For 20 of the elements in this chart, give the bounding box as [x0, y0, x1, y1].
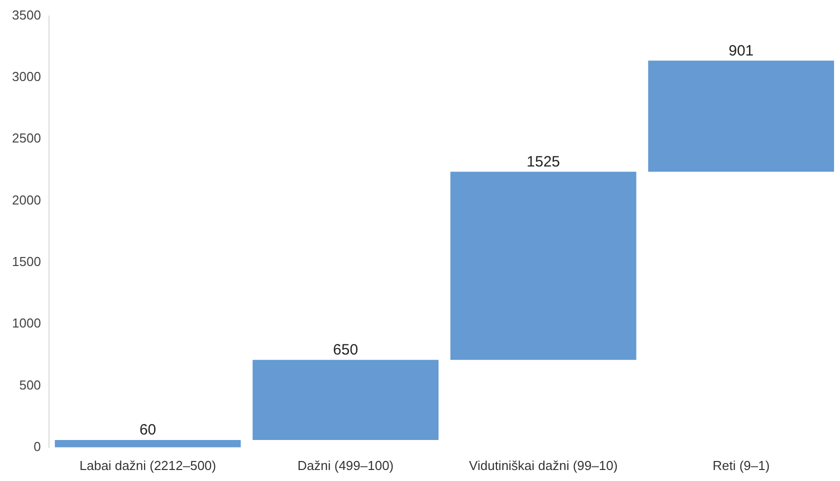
x-tick-label: Reti (9–1) — [712, 458, 770, 473]
y-tick-label: 2500 — [12, 130, 41, 146]
x-tick-label: Labai dažni (2212–500) — [80, 458, 216, 473]
y-tick-label: 1500 — [12, 254, 41, 270]
y-tick-label: 1000 — [12, 316, 41, 331]
data-label: 650 — [333, 341, 358, 358]
bar — [54, 440, 241, 448]
data-label: 60 — [139, 422, 156, 439]
data-label: 1525 — [526, 153, 560, 170]
bar — [648, 60, 834, 172]
y-tick-label: 0 — [34, 438, 41, 454]
y-tick-label: 2000 — [12, 192, 41, 208]
bar — [450, 172, 636, 360]
x-tick-label: Vidutiniškai dažni (99–10) — [469, 458, 618, 473]
y-tick-label: 500 — [19, 377, 41, 392]
x-tick-label: Dažni (499–100) — [298, 458, 394, 473]
bar — [252, 360, 439, 440]
y-tick-label: 3500 — [12, 7, 41, 22]
data-label: 901 — [728, 42, 754, 60]
y-tick-label: 3000 — [12, 69, 41, 84]
